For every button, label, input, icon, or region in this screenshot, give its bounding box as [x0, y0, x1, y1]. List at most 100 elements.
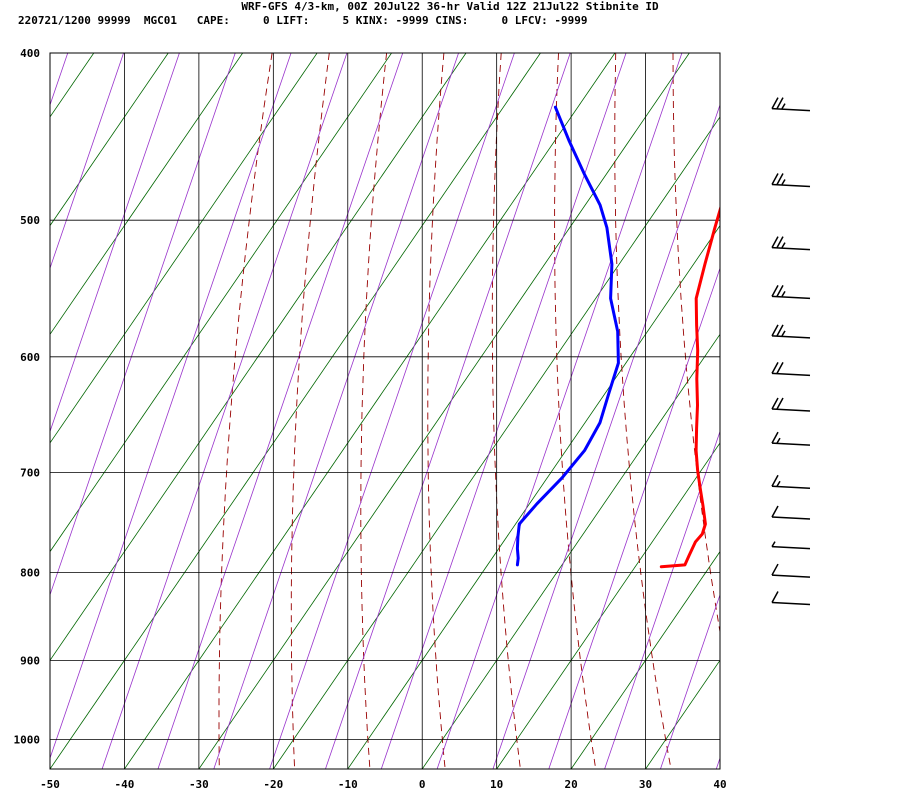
wind-barb-full-feather [771, 173, 779, 185]
wind-barb [771, 361, 811, 377]
wind-barb-half-feather [781, 179, 786, 185]
wind-barb [771, 474, 811, 489]
wind-barb-half-feather [781, 103, 786, 110]
isotherm-line [50, 53, 541, 769]
mixing-ratio-line [157, 53, 404, 769]
wind-barb-full-feather [771, 397, 779, 410]
wind-barb [771, 285, 811, 300]
wind-barb-full-feather [776, 285, 784, 297]
mixing-ratio-line [325, 53, 571, 769]
isotherm-line [124, 53, 616, 769]
wind-barb-staff [771, 442, 811, 446]
mixing-ratio-line [213, 53, 459, 769]
mixing-ratio-line [50, 53, 292, 760]
profiles [515, 105, 720, 569]
wind-barb-staff [771, 372, 811, 377]
x-tick-label: -20 [263, 778, 283, 791]
isotherm-line [273, 116, 720, 769]
mixing-ratio-line [828, 53, 900, 769]
wind-barb-full-feather [771, 505, 779, 518]
x-tick-label: -30 [189, 778, 209, 791]
x-tick-label: 30 [639, 778, 652, 791]
wind-barb-half-feather [771, 541, 776, 547]
wind-barb-full-feather [771, 324, 779, 337]
isotherm-line [50, 53, 169, 227]
x-tick-label: 10 [490, 778, 503, 791]
mixing-ratio-line [380, 53, 627, 769]
mixing-ratio-line [0, 53, 12, 769]
dry-adiabat-line [554, 53, 597, 769]
y-axis-ticks: 400 500 600 700 800 900 1000 [14, 47, 41, 747]
wind-barb [771, 173, 811, 188]
isotherm-line [0, 53, 19, 769]
wind-barb-staff [771, 107, 811, 112]
isotherm-line [570, 550, 720, 769]
mixing-ratio-line [101, 53, 348, 769]
x-tick-label: 0 [419, 778, 426, 791]
chart-stats-line: 220721/1200 99999 MGC01 CAPE: 0 LIFT: 5 … [18, 14, 588, 27]
mixing-ratio-line [492, 103, 720, 769]
mixing-ratio-line [548, 266, 720, 769]
x-tick-label: -50 [40, 778, 60, 791]
isotherm-line [50, 53, 244, 335]
wind-barb-full-feather [771, 97, 779, 110]
isotherm-line [50, 53, 318, 444]
dry-adiabat-line [218, 53, 273, 769]
isotherm-line [421, 333, 720, 769]
wind-barb-full-feather [776, 173, 784, 185]
chart-title: WRF-GFS 4/3-km, 00Z 20Jul22 36-hr Valid … [241, 0, 659, 13]
isotherm-line [50, 53, 392, 553]
wind-barb-staff [771, 545, 811, 550]
wind-barb-half-feather [776, 437, 781, 444]
wind-barb [771, 236, 811, 251]
y-tick-label: 700 [20, 466, 40, 479]
y-tick-label: 400 [20, 47, 40, 60]
y-tick-label: 600 [20, 351, 40, 364]
wind-barb-staff [771, 485, 811, 489]
mixing-ratio-line [660, 593, 720, 769]
isotherm-line [869, 53, 900, 769]
dry-adiabat-line [614, 53, 672, 769]
wind-barb-full-feather [771, 563, 779, 576]
y-tick-label: 500 [20, 214, 40, 227]
dry-adiabat-line [290, 53, 330, 769]
wind-barb-staff [771, 408, 811, 412]
y-tick-label: 900 [20, 655, 40, 668]
wind-barb-half-feather [776, 480, 781, 487]
wind-barb-full-feather [776, 236, 784, 248]
x-tick-label: -10 [338, 778, 358, 791]
wind-barb [771, 324, 811, 339]
dry-adiabat-line [360, 53, 388, 769]
dry-adiabat-line [427, 53, 446, 769]
wind-barb-staff [771, 246, 811, 251]
wind-barbs [771, 97, 811, 606]
mixing-ratio-line [50, 53, 180, 433]
isotherm-line [198, 53, 690, 769]
wind-barb [771, 431, 811, 446]
wind-barb-staff [771, 516, 811, 520]
dry-adiabat-line [845, 53, 900, 769]
grid [49, 52, 721, 769]
wind-barb [771, 97, 811, 112]
wind-barb-staff [771, 574, 811, 578]
temperature-profile [659, 204, 720, 569]
isotherm-line [50, 53, 95, 118]
wind-barb-full-feather [776, 361, 784, 374]
isotherm-line [347, 224, 720, 769]
x-tick-label: 20 [564, 778, 577, 791]
mixing-ratio-line [50, 53, 236, 597]
wind-barb-half-feather [781, 242, 786, 248]
wind-barb-half-feather [781, 291, 786, 297]
x-axis-ticks: -50 -40 -30 -20 -10 0 10 20 30 40 [40, 778, 727, 791]
wind-barb [771, 397, 811, 412]
background-lines [0, 53, 900, 769]
wind-barb-staff [771, 601, 811, 606]
plot-frame [49, 52, 721, 770]
wind-barb-full-feather [771, 361, 779, 374]
wind-barb-staff [771, 335, 811, 339]
wind-barb-half-feather [781, 330, 786, 337]
wind-barb [771, 505, 811, 520]
wind-barb-full-feather [771, 236, 779, 248]
wind-barb-full-feather [776, 397, 784, 410]
wind-barb-full-feather [771, 431, 779, 444]
